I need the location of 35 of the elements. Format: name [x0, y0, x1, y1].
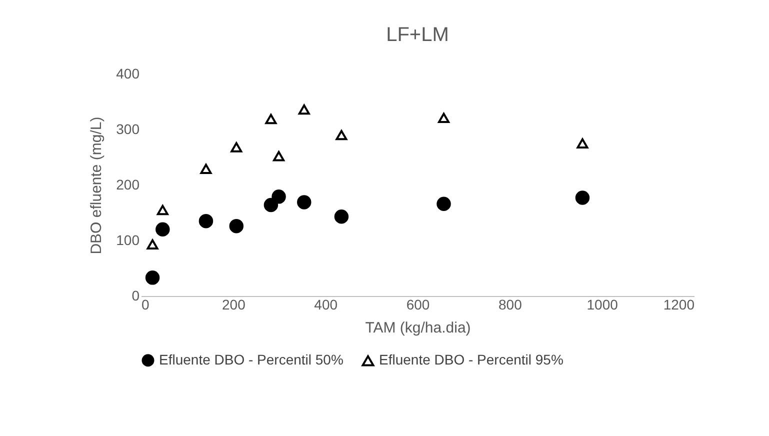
x-tick-label: 200: [222, 296, 246, 312]
point: [576, 138, 588, 148]
point: [200, 164, 212, 174]
point: [229, 218, 244, 234]
legend-label: Efluente DBO - Percentil 50%: [159, 351, 344, 368]
x-tick-label: 800: [498, 296, 522, 312]
point: [230, 142, 242, 152]
point: [438, 112, 450, 123]
point: [145, 270, 160, 285]
point: [297, 195, 312, 210]
point: [298, 104, 310, 115]
chart-title: LF+LM: [386, 24, 449, 46]
point: [198, 214, 214, 228]
x-axis-title: TAM (kg/ha.dia): [365, 320, 471, 336]
point: [272, 190, 286, 204]
point: [334, 210, 349, 224]
legend-label: Efluente DBO - Percentil 95%: [379, 352, 564, 368]
x-tick-label: 600: [406, 296, 430, 312]
point: [273, 151, 285, 162]
point: [336, 130, 348, 140]
x-tick-label: 1200: [663, 296, 695, 312]
point: [265, 114, 277, 124]
point: [436, 196, 451, 211]
point: [156, 222, 170, 237]
point: [156, 204, 168, 216]
y-tick-label: 400: [116, 66, 140, 82]
x-tick-label: 400: [314, 296, 338, 312]
y-tick-label: 300: [116, 121, 140, 137]
x-tick-label: 1000: [586, 296, 618, 312]
y-tick-label: 100: [116, 232, 140, 248]
y-tick-label: 200: [116, 176, 140, 192]
point: [264, 198, 278, 212]
point: [146, 239, 158, 250]
y-axis-title: DBO efluente (mg/L): [88, 116, 106, 254]
point: [575, 190, 590, 205]
